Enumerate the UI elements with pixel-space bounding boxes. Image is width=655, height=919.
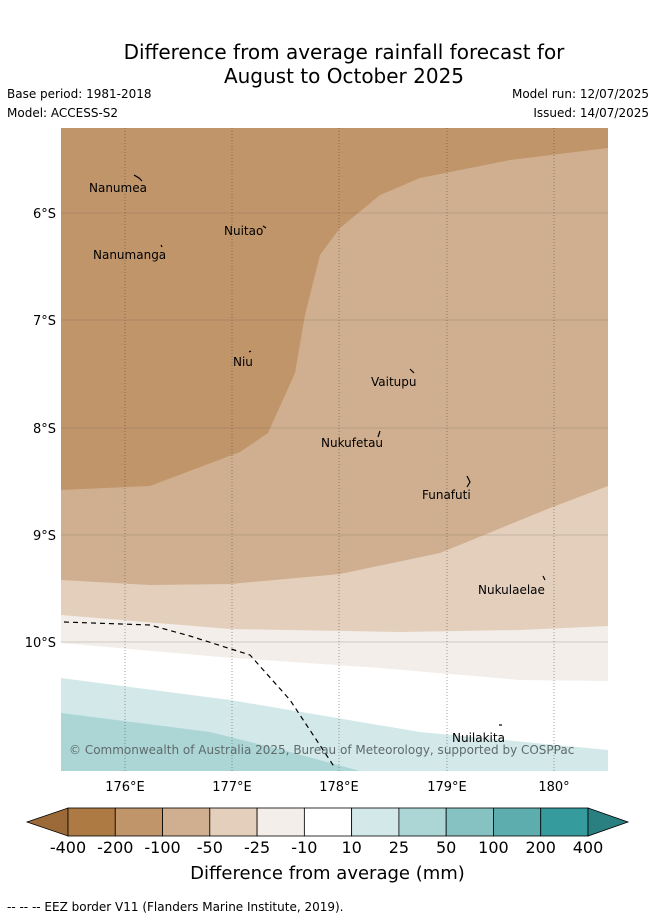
title-line-2: August to October 2025 [223, 64, 465, 88]
island-vaitupu-shape [409, 368, 415, 374]
lat-label: 10°S [25, 636, 56, 651]
lon-label: 176°E [105, 780, 145, 795]
lon-label: 178°E [319, 780, 359, 795]
colorbar-tick-label: -50 [196, 838, 223, 857]
colorbar-tick-label: -200 [97, 838, 134, 857]
colorbar-swatch [256, 807, 305, 837]
place-label: Nuilakita [452, 731, 505, 745]
map-area [61, 128, 608, 771]
colorbar-tick-label: -10 [291, 838, 318, 857]
model-name: Model: ACCESS-S2 [7, 106, 119, 120]
colorbar-tick-label: 25 [388, 838, 410, 857]
colorbar-tick-label: 100 [478, 838, 509, 857]
colorbar-swatch [303, 807, 353, 837]
colorbar-tick-label: 200 [525, 838, 556, 857]
copyright-text: © Commonwealth of Australia 2025, Bureau… [69, 743, 574, 757]
place-label: Nanumea [89, 181, 147, 195]
place-label: Funafuti [422, 488, 471, 502]
eez-border [63, 621, 336, 769]
colorbar-tick-label: 400 [572, 838, 604, 857]
island-niu-shape [248, 350, 252, 353]
place-label: Nuitao [224, 224, 263, 238]
colorbar-tick-label: 10 [341, 838, 362, 857]
colorbar-tick-label: 50 [435, 838, 457, 857]
lat-label: 9°S [33, 529, 56, 544]
island-funafuti-shape [466, 475, 471, 488]
eez-footnote: -- -- -- EEZ border V11 (Flanders Marine… [7, 900, 344, 914]
colorbar-swatch [162, 807, 211, 837]
colorbar-extend-high [587, 807, 630, 837]
island-nanumanga-shape [160, 244, 163, 248]
colorbar-tick-label: -400 [49, 838, 87, 857]
place-label: Nanumanga [93, 248, 166, 262]
colorbar-swatch [445, 807, 494, 837]
colorbar-swatch [540, 807, 589, 837]
colorbar-swatch [209, 807, 258, 837]
lat-label: 6°S [33, 207, 56, 222]
place-label: Nukulaelae [478, 583, 545, 597]
lon-label: 180° [538, 780, 569, 795]
chart-title: Difference from average rainfall forecas… [0, 40, 655, 88]
lat-label: 7°S [33, 314, 56, 329]
colorbar-tick-label: -25 [244, 838, 271, 857]
island-shapes [133, 174, 546, 726]
base-period: Base period: 1981-2018 [7, 87, 152, 101]
lon-label: 179°E [427, 780, 467, 795]
band-wet-25-50 [61, 713, 360, 771]
island-nukufetau-shape [377, 430, 381, 438]
colorbar [25, 807, 630, 837]
title-line-1: Difference from average rainfall forecas… [123, 40, 565, 64]
island-nuitao-shape [262, 225, 267, 229]
colorbar-swatch [493, 807, 542, 837]
colorbar-swatch [398, 807, 447, 837]
lon-label: 177°E [212, 780, 252, 795]
colorbar-swatch [67, 807, 116, 837]
model-run: Model run: 12/07/2025 [511, 87, 649, 101]
island-nanumea-shape [133, 174, 143, 182]
colorbar-label: Difference from average (mm) [190, 863, 465, 884]
colorbar-tick-label: -100 [144, 838, 181, 857]
issued-date: Issued: 14/07/2025 [533, 106, 649, 120]
longitude-gridlines [124, 128, 555, 771]
colorbar-swatch [351, 807, 400, 837]
colorbar-extend-low [25, 807, 69, 837]
place-label: Nukufetau [321, 436, 383, 450]
island-nukulaelae-shape [542, 575, 546, 581]
lat-label: 8°S [33, 422, 56, 437]
band-dry-100-200 [61, 128, 608, 490]
latitude-gridlines [61, 212, 608, 643]
place-label: Niu [233, 355, 253, 369]
colorbar-swatch [114, 807, 163, 837]
place-label: Vaitupu [371, 375, 417, 389]
